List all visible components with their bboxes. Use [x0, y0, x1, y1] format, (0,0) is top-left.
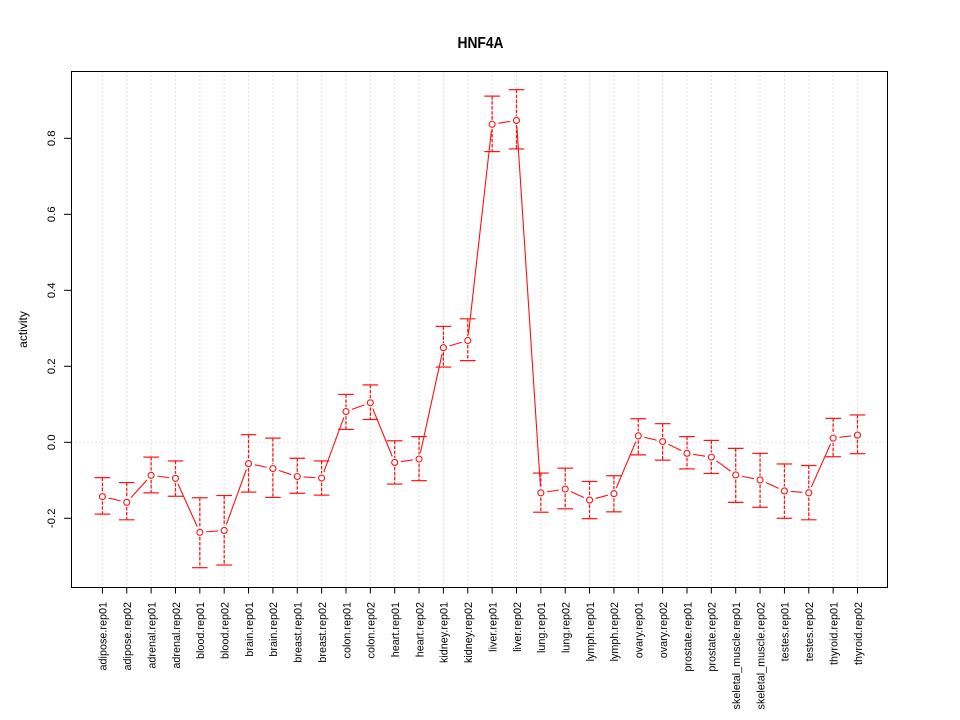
- svg-text:skeletal_muscle.rep02: skeletal_muscle.rep02: [755, 602, 767, 709]
- svg-text:kidney.rep02: kidney.rep02: [463, 602, 475, 663]
- svg-text:prostate.rep01: prostate.rep01: [682, 602, 694, 672]
- svg-text:adrenal.rep01: adrenal.rep01: [146, 602, 158, 669]
- svg-text:testes.rep01: testes.rep01: [780, 602, 792, 661]
- svg-text:brain.rep02: brain.rep02: [268, 602, 280, 657]
- svg-text:lymph.rep02: lymph.rep02: [609, 602, 621, 661]
- svg-text:HNF4A: HNF4A: [458, 35, 504, 52]
- svg-text:adipose.rep01: adipose.rep01: [98, 602, 110, 670]
- svg-text:heart.rep02: heart.rep02: [414, 602, 426, 657]
- svg-text:0.2: 0.2: [46, 358, 58, 374]
- svg-text:thyroid.rep02: thyroid.rep02: [853, 602, 865, 665]
- svg-text:liver.rep01: liver.rep01: [487, 602, 499, 652]
- svg-text:adipose.rep02: adipose.rep02: [122, 602, 134, 670]
- svg-text:0.6: 0.6: [46, 206, 58, 222]
- svg-text:heart.rep01: heart.rep01: [390, 602, 402, 657]
- svg-text:testes.rep02: testes.rep02: [804, 602, 816, 661]
- svg-text:breast.rep02: breast.rep02: [317, 602, 329, 663]
- svg-text:-0.2: -0.2: [46, 508, 58, 528]
- svg-text:0.8: 0.8: [46, 130, 58, 146]
- svg-text:adrenal.rep02: adrenal.rep02: [171, 602, 183, 669]
- svg-text:lung.rep01: lung.rep01: [536, 602, 548, 653]
- svg-text:ovary.rep01: ovary.rep01: [634, 602, 646, 658]
- svg-text:thyroid.rep01: thyroid.rep01: [828, 602, 840, 665]
- svg-text:colon.rep01: colon.rep01: [341, 602, 353, 658]
- svg-text:kidney.rep01: kidney.rep01: [439, 602, 451, 663]
- svg-text:blood.rep01: blood.rep01: [195, 602, 207, 659]
- svg-text:skeletal_muscle.rep01: skeletal_muscle.rep01: [731, 602, 743, 709]
- svg-text:0.4: 0.4: [46, 282, 58, 298]
- svg-text:colon.rep02: colon.rep02: [366, 602, 378, 658]
- svg-text:blood.rep02: blood.rep02: [219, 602, 231, 659]
- svg-text:lymph.rep01: lymph.rep01: [585, 602, 597, 661]
- svg-text:ovary.rep02: ovary.rep02: [658, 602, 670, 658]
- svg-text:liver.rep02: liver.rep02: [512, 602, 524, 652]
- svg-text:breast.rep01: breast.rep01: [293, 602, 305, 663]
- svg-text:0.0: 0.0: [46, 434, 58, 450]
- svg-text:brain.rep01: brain.rep01: [244, 602, 256, 657]
- svg-text:lung.rep02: lung.rep02: [561, 602, 573, 653]
- svg-text:prostate.rep02: prostate.rep02: [707, 602, 719, 672]
- svg-text:activity: activity: [16, 311, 30, 348]
